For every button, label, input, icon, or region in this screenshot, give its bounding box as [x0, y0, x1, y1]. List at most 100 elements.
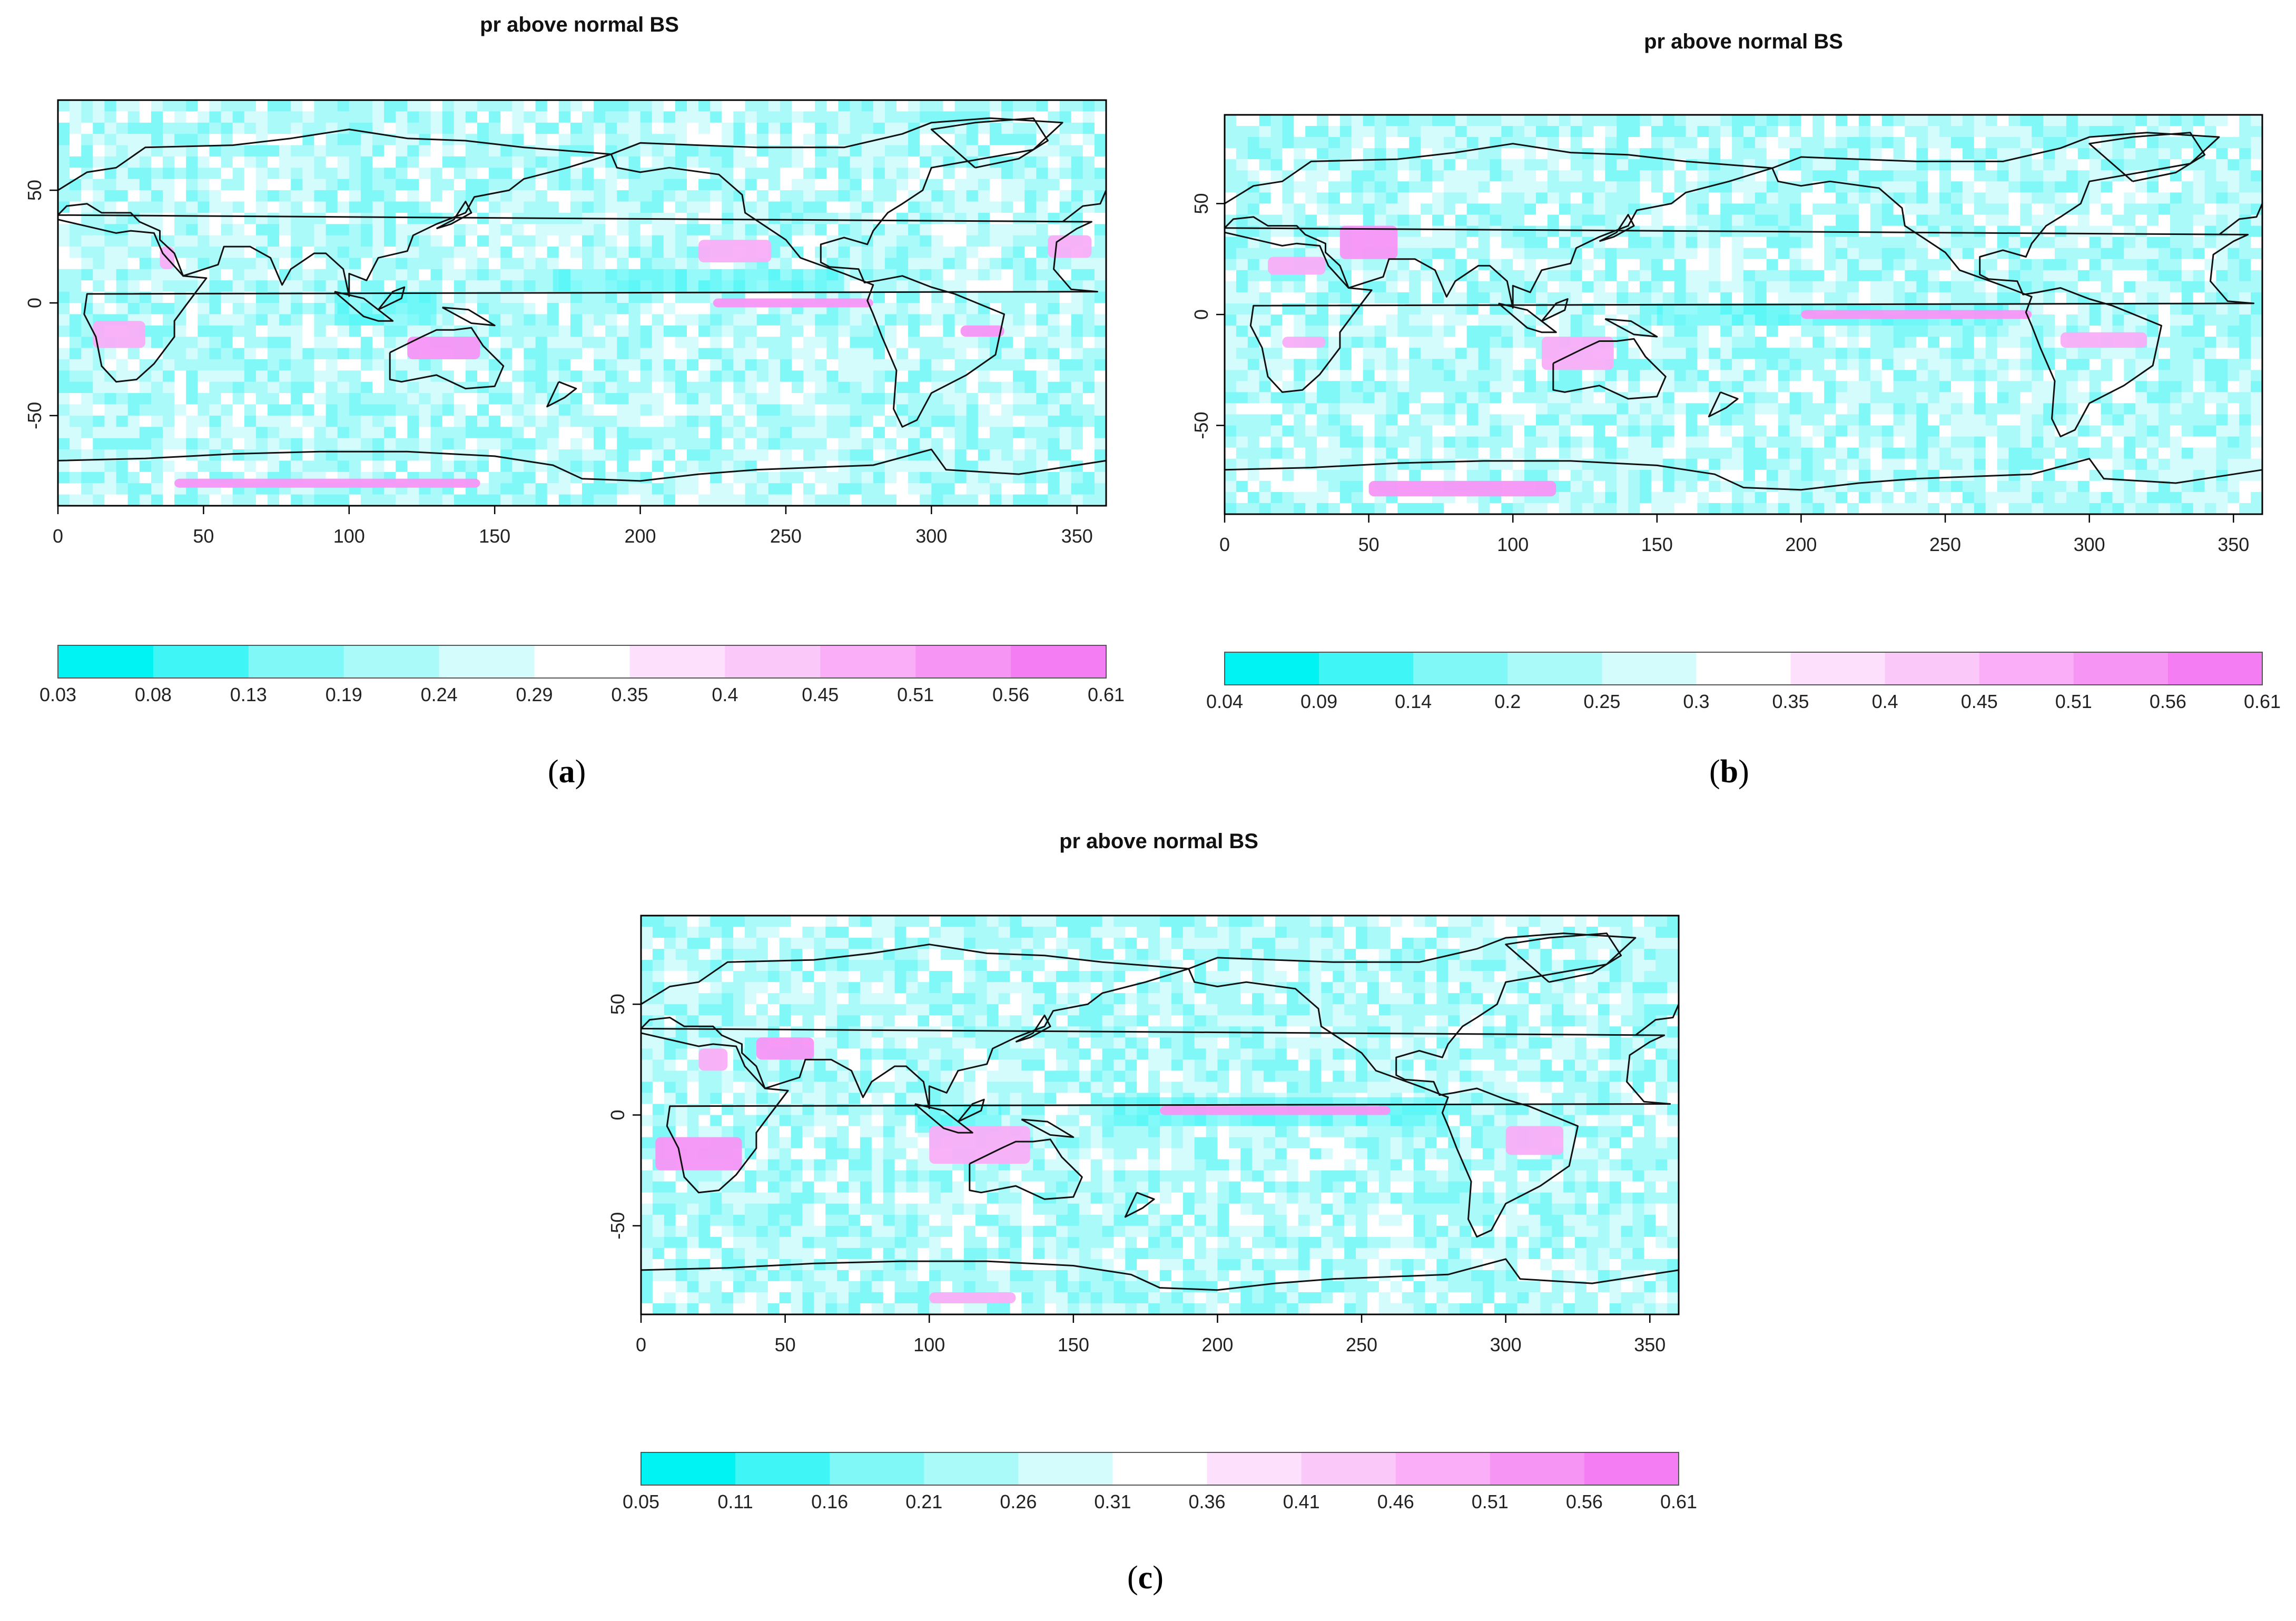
- field-cell: [1766, 237, 1779, 249]
- field-cell: [1386, 170, 1398, 182]
- field-cell: [477, 471, 489, 484]
- field-cell: [1094, 427, 1107, 439]
- field-cell: [198, 337, 210, 349]
- field-cell: [419, 393, 431, 405]
- field-cell: [652, 415, 664, 427]
- field-cell: [151, 359, 163, 371]
- field-cell: [861, 156, 874, 168]
- field-cell: [104, 494, 117, 506]
- field-cell: [1559, 181, 1571, 193]
- field-cell: [1013, 269, 1025, 281]
- field-cell: [1651, 137, 1663, 149]
- field-cell: [1605, 181, 1617, 193]
- field-cell: [838, 122, 851, 134]
- field-cell: [1801, 203, 1813, 215]
- field-cell: [314, 494, 327, 506]
- field-cell: [489, 325, 501, 337]
- field-cell: [500, 471, 513, 484]
- field-cell: [2135, 303, 2147, 315]
- field-cell: [1662, 181, 1675, 193]
- field-cell: [1294, 203, 1306, 215]
- field-cell: [792, 134, 804, 146]
- field-cell: [93, 393, 105, 405]
- field-cell: [174, 280, 186, 292]
- field-cell: [2181, 303, 2194, 315]
- field-cell: [70, 393, 82, 405]
- field-cell: [558, 247, 571, 259]
- field-cell: [640, 314, 653, 326]
- field-cell: [675, 438, 687, 450]
- field-cell: [1001, 190, 1013, 202]
- field-cell: [1501, 115, 1513, 126]
- field-cell: [489, 269, 501, 281]
- field-cell: [93, 247, 105, 259]
- field-cell: [640, 179, 653, 191]
- field-cell: [908, 337, 920, 349]
- field-cell: [1386, 303, 1398, 315]
- x-tick-label: 200: [625, 525, 656, 547]
- field-cell: [291, 438, 303, 450]
- field-cell: [58, 100, 70, 112]
- field-cell: [1236, 303, 1248, 315]
- field-cell: [582, 438, 594, 450]
- field-cell: [524, 359, 536, 371]
- field-cell: [1455, 248, 1467, 260]
- field-cell: [1443, 137, 1456, 149]
- field-cell: [1893, 248, 1906, 260]
- field-cell: [745, 348, 757, 360]
- field-cell: [372, 258, 385, 270]
- field-cell: [1247, 126, 1260, 137]
- field-cell: [1951, 270, 1963, 282]
- field-cell: [943, 100, 955, 112]
- field-cell: [2101, 292, 2113, 304]
- field-cell: [1582, 281, 1594, 293]
- field-cell: [768, 393, 781, 405]
- field-cell: [2147, 270, 2159, 282]
- field-cell: [826, 471, 839, 484]
- field-cell: [326, 100, 338, 112]
- field-cell: [1001, 415, 1013, 427]
- field-cell: [931, 483, 943, 495]
- field-cell: [1236, 181, 1248, 193]
- field-cell: [2043, 259, 2055, 271]
- field-cell: [1847, 181, 1859, 193]
- field-cell: [978, 494, 990, 506]
- field-cell: [1082, 438, 1095, 450]
- field-cell: [2112, 159, 2124, 171]
- field-cell: [1317, 281, 1329, 293]
- field-cell: [1824, 248, 1836, 260]
- field-cell: [1386, 281, 1398, 293]
- field-cell: [2135, 270, 2147, 282]
- field-cell: [1743, 237, 1756, 249]
- field-cell: [1513, 148, 1525, 160]
- field-cell: [1466, 115, 1479, 126]
- field-cell: [477, 258, 489, 270]
- field-cell: [838, 190, 851, 202]
- field-cell: [652, 483, 664, 495]
- field-cell: [663, 438, 676, 450]
- field-cell: [1501, 126, 1513, 137]
- field-cell: [1593, 281, 1605, 293]
- field-cell: [1455, 281, 1467, 293]
- field-cell: [232, 269, 245, 281]
- field-cell: [209, 460, 222, 473]
- field-cell: [1339, 315, 1352, 326]
- field-cell: [454, 494, 466, 506]
- field-cell: [186, 258, 198, 270]
- field-cell: [244, 122, 257, 134]
- field-cell: [1640, 181, 1652, 193]
- field-cell: [605, 247, 617, 259]
- field-cell: [1962, 148, 1975, 160]
- field-cell: [524, 280, 536, 292]
- field-cell: [943, 337, 955, 349]
- chart-b: pr above normal BS 0 50 100 150 200 250 300 350…: [1190, 30, 2281, 712]
- field-cell: [1443, 225, 1456, 238]
- field-cell: [384, 427, 396, 439]
- field-cell: [547, 134, 559, 146]
- field-cell: [70, 111, 82, 123]
- field-cell: [1593, 248, 1605, 260]
- field-cell: [419, 156, 431, 168]
- field-cell: [360, 190, 373, 202]
- field-cell: [908, 258, 920, 270]
- field-cell: [372, 134, 385, 146]
